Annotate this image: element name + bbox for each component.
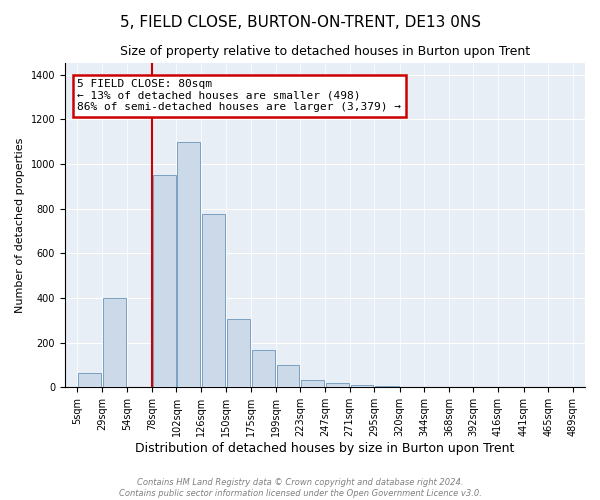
Bar bbox=[326, 383, 349, 388]
X-axis label: Distribution of detached houses by size in Burton upon Trent: Distribution of detached houses by size … bbox=[135, 442, 515, 455]
Text: 5, FIELD CLOSE, BURTON-ON-TRENT, DE13 0NS: 5, FIELD CLOSE, BURTON-ON-TRENT, DE13 0N… bbox=[119, 15, 481, 30]
Text: Contains HM Land Registry data © Crown copyright and database right 2024.
Contai: Contains HM Land Registry data © Crown c… bbox=[119, 478, 481, 498]
Bar bbox=[277, 365, 299, 388]
Bar bbox=[301, 380, 324, 388]
Bar bbox=[78, 373, 101, 388]
Bar bbox=[252, 350, 275, 388]
Bar bbox=[103, 298, 127, 388]
Y-axis label: Number of detached properties: Number of detached properties bbox=[15, 138, 25, 313]
Bar bbox=[153, 175, 176, 388]
Bar bbox=[350, 385, 373, 388]
Title: Size of property relative to detached houses in Burton upon Trent: Size of property relative to detached ho… bbox=[120, 45, 530, 58]
Bar bbox=[202, 214, 224, 388]
Bar bbox=[178, 142, 200, 388]
Bar bbox=[375, 386, 398, 388]
Text: 5 FIELD CLOSE: 80sqm
← 13% of detached houses are smaller (498)
86% of semi-deta: 5 FIELD CLOSE: 80sqm ← 13% of detached h… bbox=[77, 79, 401, 112]
Bar bbox=[227, 319, 250, 388]
